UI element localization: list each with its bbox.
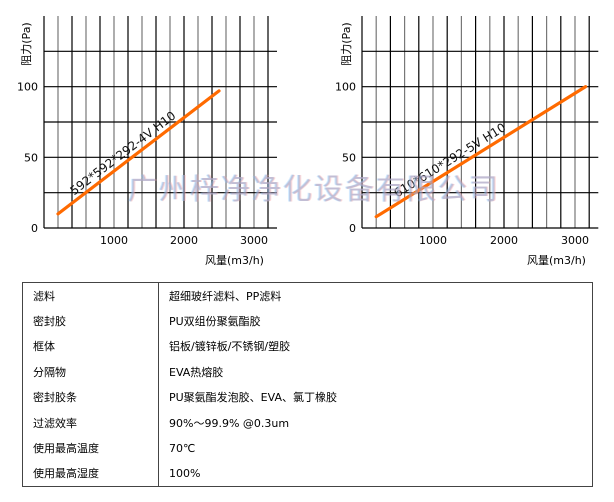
spec-name: 密封胶条 <box>22 384 159 410</box>
x-tick-label: 3000 <box>561 234 589 247</box>
spec-name: 滤料 <box>22 282 159 309</box>
y-tick-label: 0 <box>31 222 38 235</box>
x-tick-label: 1000 <box>100 234 128 247</box>
spec-row: 框体 铝板/镀锌板/不锈钢/塑胶 <box>22 333 593 360</box>
series-line <box>374 85 588 219</box>
spec-value: PU聚氨酯发泡胶、EVA、氯丁橡胶 <box>169 391 337 405</box>
spec-name: 使用最高温度 <box>22 435 159 461</box>
x-axis-label: 风量(m3/h) <box>205 254 264 267</box>
spec-name: 密封胶 <box>22 308 159 334</box>
x-tick-label: 2000 <box>490 234 518 247</box>
spec-row: 过滤效率 90%～99.9% @0.3um <box>22 409 593 436</box>
y-axis-label: 阻力(Pa) <box>20 22 33 65</box>
spec-row: 使用最高湿度 100% <box>22 460 593 487</box>
series-line <box>56 89 221 216</box>
spec-name: 分隔物 <box>22 359 159 385</box>
x-tick-label: 1000 <box>419 234 447 247</box>
spec-value: 100% <box>169 466 201 480</box>
spec-row: 滤料 超细玻纤滤料、PP滤料 <box>22 282 593 309</box>
series-label: 610*610*292-5V H10 <box>391 120 508 200</box>
spec-table: 滤料 超细玻纤滤料、PP滤料 密封胶 PU双组份聚氨酯胶 框体 铝板/镀锌板/不锈钢/塑胶… <box>22 282 593 488</box>
y-tick-label: 50 <box>24 151 38 164</box>
spec-row: 密封胶条 PU聚氨酯发泡胶、EVA、氯丁橡胶 <box>22 384 593 410</box>
spec-value: EVA热熔胶 <box>169 365 224 379</box>
y-tick-label: 100 <box>17 81 38 94</box>
spec-row: 使用最高温度 70℃ <box>22 435 593 461</box>
spec-value: 超细玻纤滤料、PP滤料 <box>169 289 282 303</box>
spec-row: 分隔物 EVA热熔胶 <box>22 359 593 385</box>
y-axis-label: 阻力(Pa) <box>340 22 353 65</box>
spec-value: 铝板/镀锌板/不锈钢/塑胶 <box>169 340 291 354</box>
y-tick-label: 50 <box>342 151 356 164</box>
spec-value: 70℃ <box>169 441 196 455</box>
spec-name: 框体 <box>22 333 159 360</box>
x-tick-label: 2000 <box>170 234 198 247</box>
spec-name: 过滤效率 <box>22 409 159 436</box>
y-tick-label: 100 <box>335 81 356 94</box>
x-tick-label: 3000 <box>240 234 268 247</box>
x-axis-label: 风量(m3/h) <box>527 254 586 267</box>
y-tick-label: 0 <box>349 222 356 235</box>
spec-name: 使用最高湿度 <box>22 460 159 487</box>
spec-value: 90%～99.9% @0.3um <box>169 416 290 430</box>
spec-value: PU双组份聚氨酯胶 <box>169 315 261 329</box>
spec-row: 密封胶 PU双组份聚氨酯胶 <box>22 308 593 334</box>
